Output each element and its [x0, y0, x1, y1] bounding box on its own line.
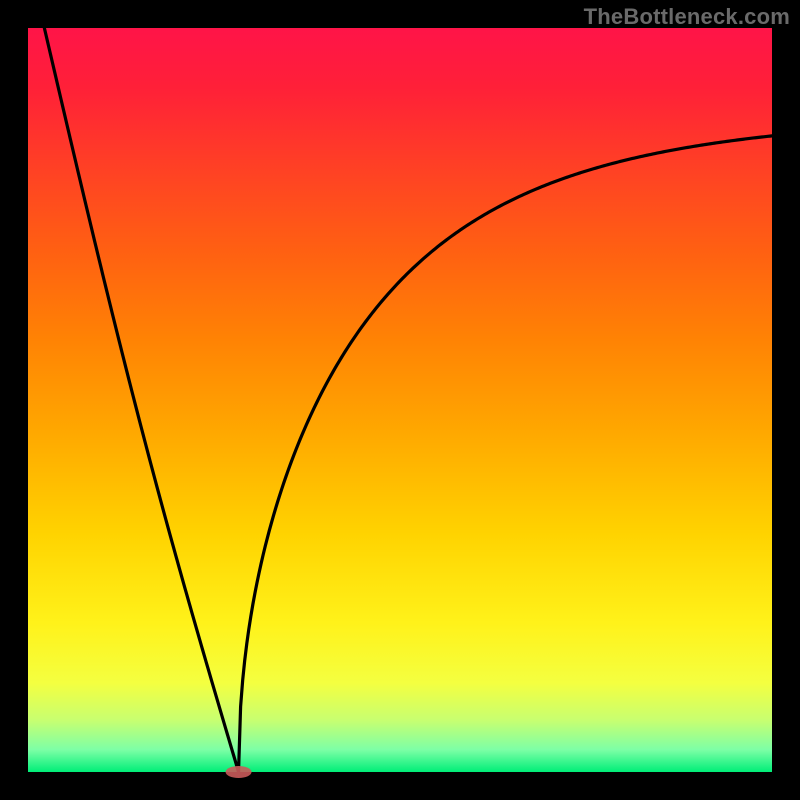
bottleneck-chart — [0, 0, 800, 800]
chart-container: TheBottleneck.com — [0, 0, 800, 800]
plot-background — [28, 28, 772, 772]
minimum-marker — [226, 766, 252, 778]
watermark-text: TheBottleneck.com — [584, 4, 790, 30]
